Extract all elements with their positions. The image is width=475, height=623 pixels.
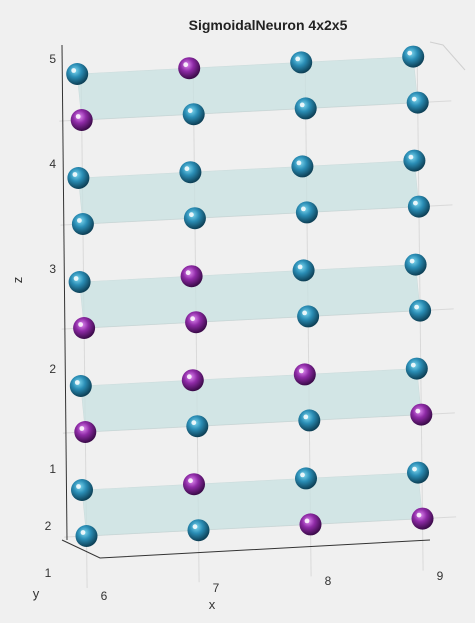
axes-box bbox=[61, 41, 466, 559]
neuron bbox=[407, 461, 429, 484]
neuron bbox=[409, 299, 432, 322]
neurons bbox=[66, 45, 434, 547]
neuron-active bbox=[293, 363, 316, 386]
neuron bbox=[297, 305, 320, 328]
z-tick-label: 5 bbox=[49, 52, 56, 66]
layer-plane bbox=[81, 472, 423, 537]
y-axis-label: y bbox=[33, 586, 40, 601]
neuron bbox=[67, 167, 90, 189]
neuron-active bbox=[181, 369, 204, 392]
x-tick-label: 8 bbox=[325, 574, 332, 588]
neuron bbox=[71, 479, 93, 501]
y-tick-label: 1 bbox=[45, 566, 52, 580]
layer-plane bbox=[80, 368, 422, 433]
neuron-active bbox=[70, 109, 93, 131]
neuron bbox=[68, 271, 91, 293]
neuron-active bbox=[299, 513, 322, 536]
z-tick-label: 3 bbox=[49, 262, 56, 276]
neuron-active bbox=[185, 311, 208, 334]
neuron-active bbox=[73, 317, 96, 339]
neuron bbox=[295, 467, 317, 490]
neuron bbox=[404, 253, 427, 276]
z-tick-label: 2 bbox=[49, 362, 56, 376]
x-tick-label: 9 bbox=[437, 569, 444, 583]
neuron bbox=[290, 51, 313, 74]
x-tick-label: 7 bbox=[213, 581, 220, 595]
layer-plane bbox=[78, 160, 420, 225]
neuron bbox=[407, 195, 430, 218]
layer-planes bbox=[76, 56, 423, 537]
neuron bbox=[75, 525, 98, 547]
neuron bbox=[295, 201, 318, 224]
neuron bbox=[66, 63, 89, 85]
neuron bbox=[292, 259, 315, 282]
neuron-active bbox=[180, 265, 203, 288]
neuron bbox=[179, 161, 202, 184]
neuron bbox=[69, 375, 92, 397]
neuron bbox=[291, 155, 314, 178]
neuron-active bbox=[178, 57, 201, 80]
neuron bbox=[406, 91, 429, 114]
z-tick-label: 1 bbox=[49, 462, 56, 476]
neuron bbox=[298, 409, 321, 432]
neuron-active bbox=[411, 507, 434, 530]
neuron bbox=[294, 97, 317, 120]
neuron-active bbox=[74, 421, 97, 443]
plot-title: SigmoidalNeuron 4x2x5 bbox=[189, 17, 348, 33]
z-axis-label: z bbox=[10, 277, 25, 284]
layer-plane bbox=[79, 264, 421, 329]
neuron bbox=[187, 519, 210, 542]
neuron bbox=[71, 213, 94, 235]
z-tick-label: 4 bbox=[49, 157, 56, 171]
neuron-active bbox=[183, 473, 205, 496]
neuron-active bbox=[410, 403, 433, 426]
layer-plane bbox=[76, 56, 419, 121]
y-tick-label: 2 bbox=[45, 519, 52, 533]
x-axis-label: x bbox=[209, 597, 216, 612]
neuron bbox=[182, 103, 205, 126]
neuron bbox=[405, 357, 428, 380]
neuron bbox=[403, 149, 426, 172]
neuron bbox=[186, 415, 209, 438]
neuron bbox=[183, 207, 206, 230]
x-tick-label: 6 bbox=[101, 589, 108, 603]
neuron bbox=[402, 45, 425, 68]
